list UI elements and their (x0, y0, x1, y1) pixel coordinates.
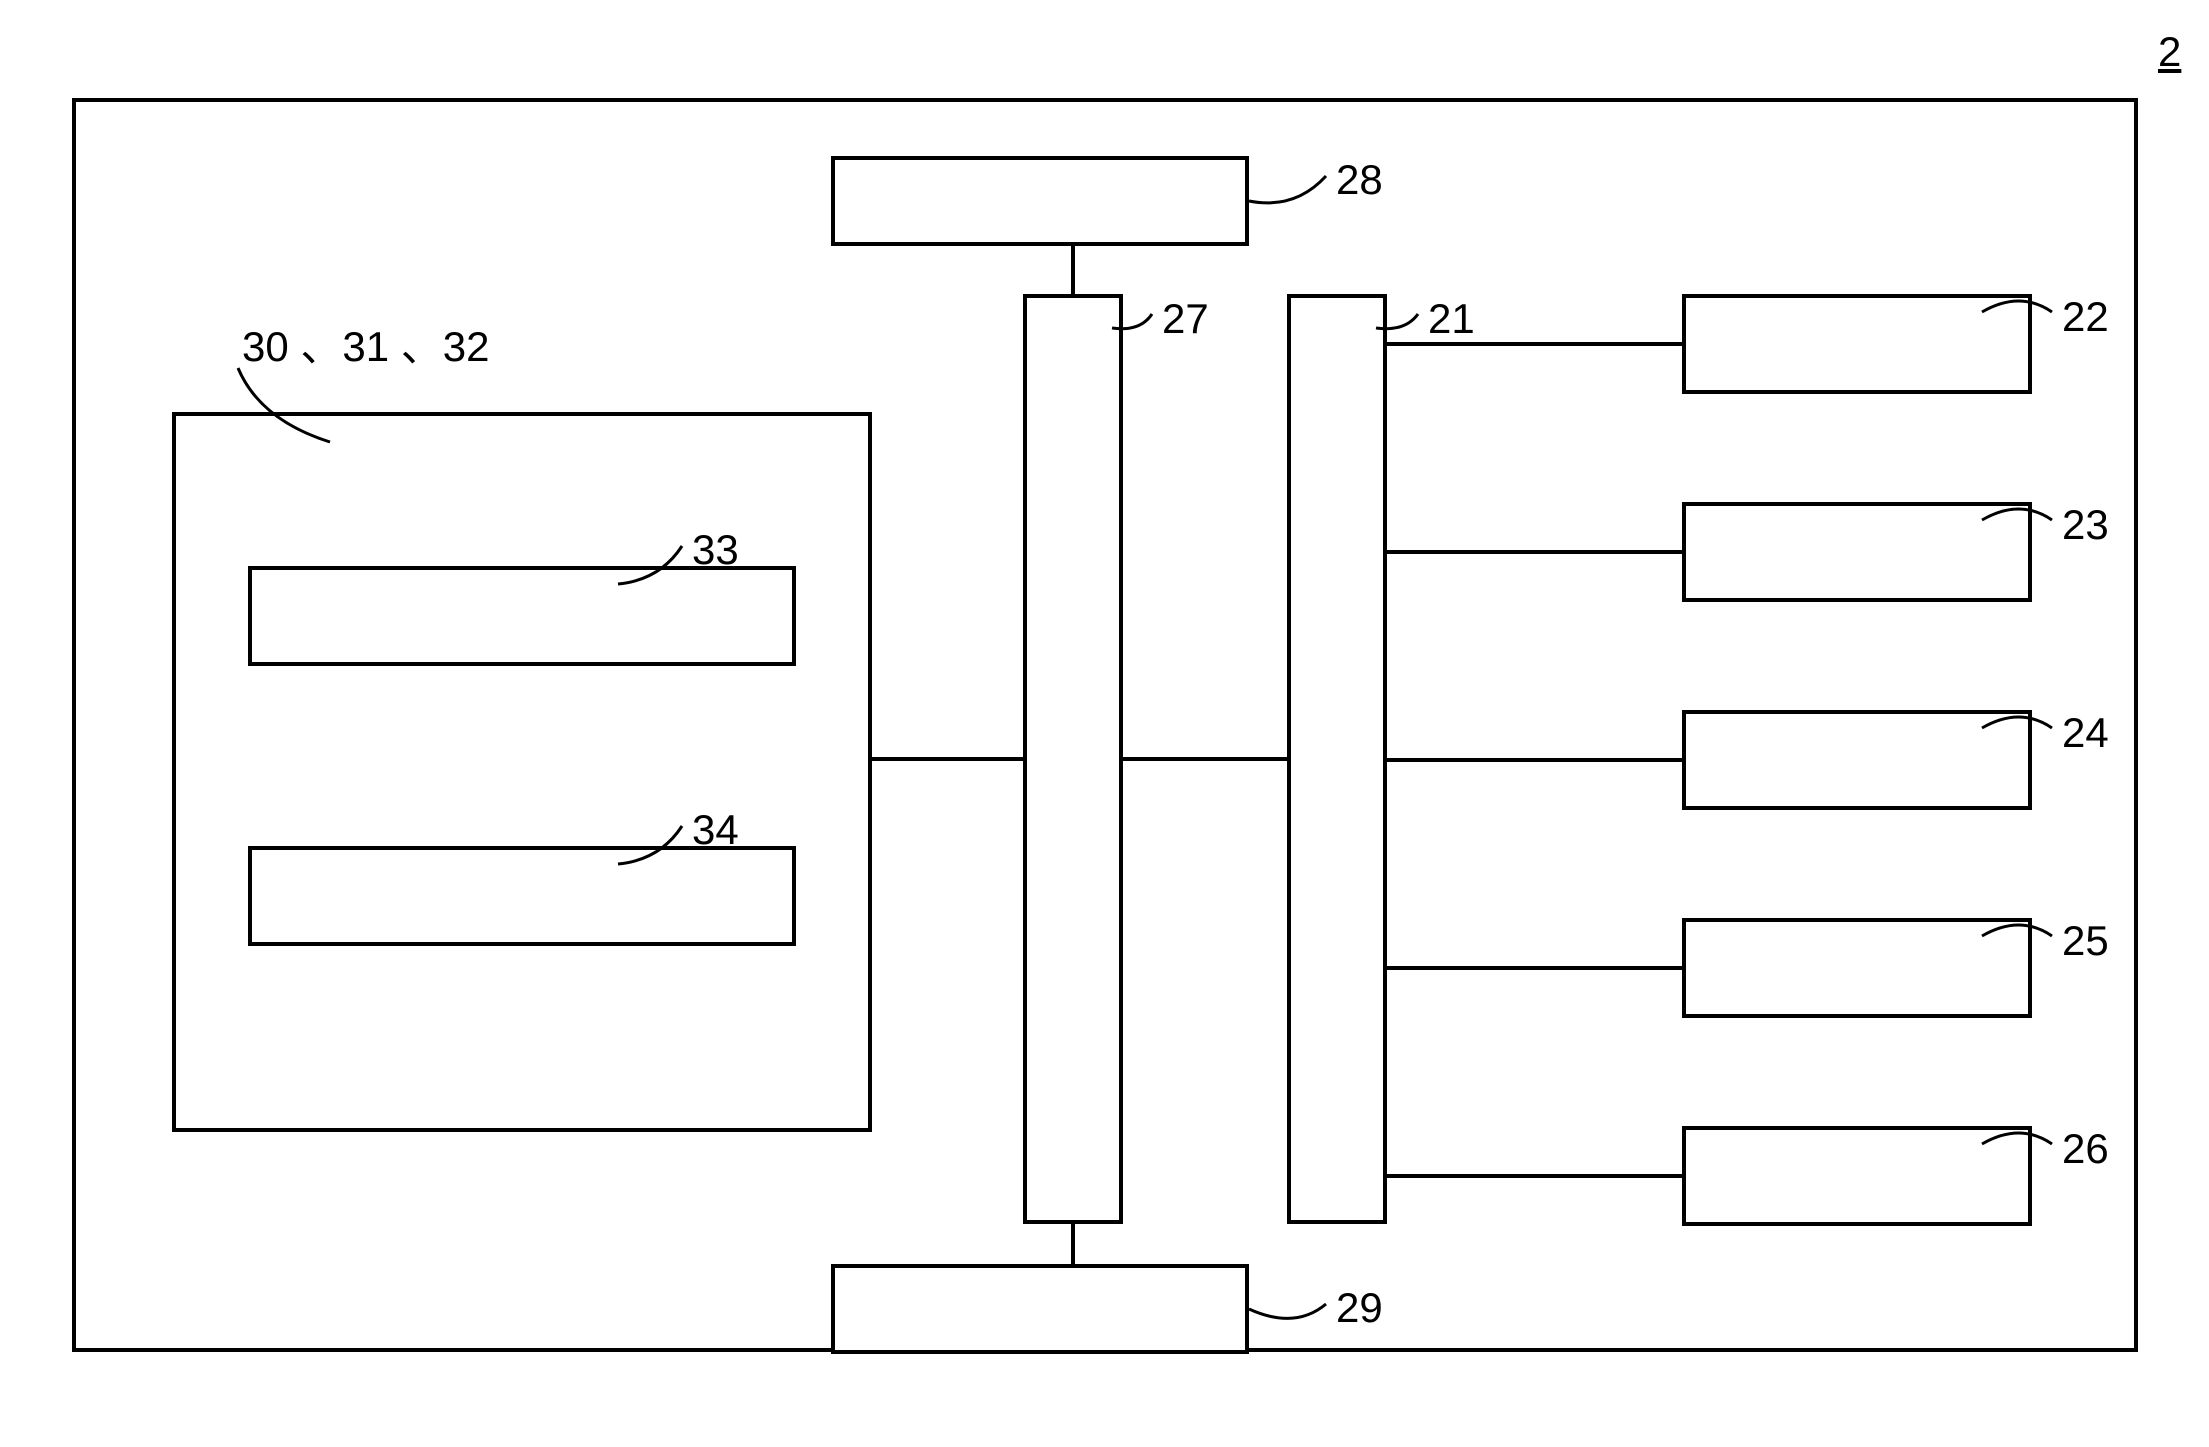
diagram-canvas: 2 28 27 21 22 23 24 25 26 29 30 、31 、32 … (0, 0, 2209, 1447)
label-29: 29 (1336, 1284, 1383, 1332)
label-25: 25 (2062, 917, 2109, 965)
label-23: 23 (2062, 501, 2109, 549)
connector-21-23 (1387, 550, 1682, 554)
block-33 (248, 566, 796, 666)
connector-21-26 (1387, 1174, 1682, 1178)
connector-21-24 (1387, 758, 1682, 762)
block-29 (831, 1264, 1249, 1354)
figure-number-label: 2 (2158, 28, 2181, 76)
block-22 (1682, 294, 2032, 394)
block-34 (248, 846, 796, 946)
block-28 (831, 156, 1249, 246)
connector-28-27 (1071, 246, 1075, 294)
label-group: 30 、31 、32 (242, 313, 490, 374)
label-27: 27 (1162, 295, 1209, 343)
block-23 (1682, 502, 2032, 602)
block-25 (1682, 918, 2032, 1018)
label-33: 33 (692, 526, 739, 574)
label-34: 34 (692, 806, 739, 854)
connector-21-25 (1387, 966, 1682, 970)
label-21: 21 (1428, 295, 1475, 343)
block-26 (1682, 1126, 2032, 1226)
label-22: 22 (2062, 293, 2109, 341)
connector-27-21 (1123, 757, 1287, 761)
label-24: 24 (2062, 709, 2109, 757)
connector-group-27 (872, 757, 1023, 761)
group-30-31-32 (172, 412, 872, 1132)
block-24 (1682, 710, 2032, 810)
connector-27-29 (1071, 1224, 1075, 1264)
label-28: 28 (1336, 156, 1383, 204)
block-27 (1023, 294, 1123, 1224)
label-26: 26 (2062, 1125, 2109, 1173)
block-21 (1287, 294, 1387, 1224)
